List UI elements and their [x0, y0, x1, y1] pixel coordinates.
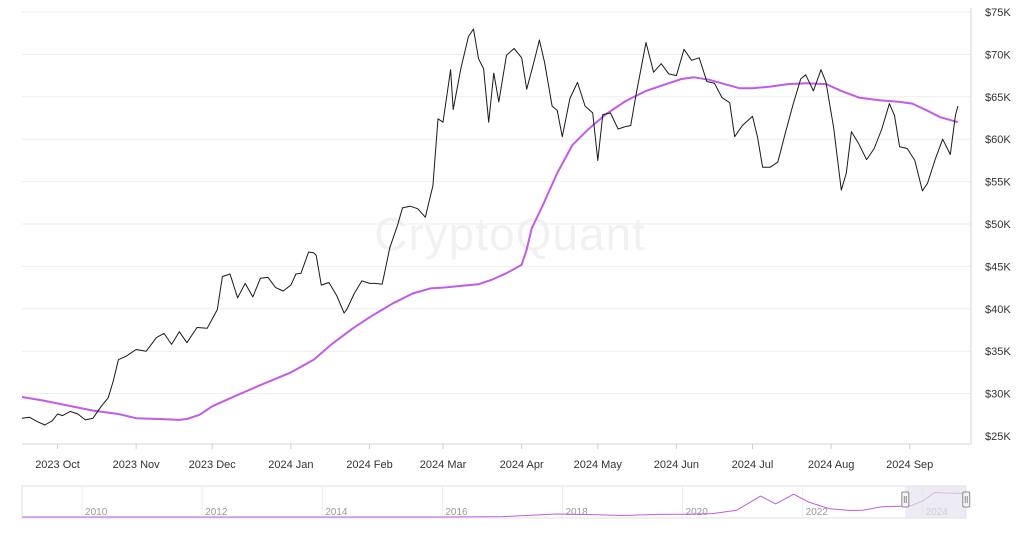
navigator-year-label: 2012 [205, 507, 228, 518]
x-tick-label: 2024 Aug [808, 459, 855, 471]
y-tick-label: $25K [985, 431, 1011, 443]
y-tick-label: $40K [985, 304, 1011, 316]
navigator-handle-right[interactable] [962, 491, 971, 508]
navigator-year-label: 2020 [686, 507, 709, 518]
x-tick-label: 2024 Jul [732, 459, 774, 471]
x-tick-label: 2024 May [574, 459, 623, 471]
y-tick-label: $35K [985, 346, 1011, 358]
navigator-year-label: 2010 [85, 507, 108, 518]
plot-area[interactable] [21, 28, 959, 426]
x-tick-label: 2024 Mar [420, 459, 467, 471]
x-tick-label: 2024 Sep [886, 459, 933, 471]
y-tick-label: $55K [985, 177, 1011, 189]
y-axis: $25K $30K $35K $40K $45K $50K $55K $60K $65K $70K… [985, 7, 1011, 443]
indicator-series-line [21, 76, 959, 421]
x-tick-label: 2024 Jan [268, 459, 313, 471]
navigator-selected-range[interactable] [905, 486, 967, 518]
navigator-year-label: 2014 [325, 507, 348, 518]
range-navigator[interactable]: 20102012201420162018202020222024 [21, 485, 971, 519]
y-tick-label: $75K [985, 7, 1011, 19]
price-series-line [21, 28, 959, 426]
x-tick-label: 2024 Feb [346, 459, 392, 471]
navigator-year-label: 2018 [565, 507, 588, 518]
x-tick-label: 2024 Apr [500, 459, 544, 471]
x-tick-label: 2024 Jun [654, 459, 699, 471]
y-tick-label: $45K [985, 261, 1011, 273]
x-tick-label: 2023 Dec [189, 459, 237, 471]
y-tick-label: $30K [985, 389, 1011, 401]
y-tick-label: $70K [985, 49, 1011, 61]
y-tick-label: $50K [985, 219, 1011, 231]
y-tick-label: $60K [985, 134, 1011, 146]
watermark-text: CryptoQuant [374, 208, 646, 260]
navigator-year-label: 2022 [806, 507, 829, 518]
grid-lines [22, 11, 971, 395]
navigator-year-label: 2016 [445, 507, 468, 518]
y-tick-label: $65K [985, 92, 1011, 104]
x-tick-label: 2023 Oct [35, 459, 80, 471]
x-axis: 2023 Oct 2023 Nov 2023 Dec 2024 Jan 2024 Feb… [35, 444, 933, 471]
navigator-handle-left[interactable] [901, 491, 910, 508]
x-tick-label: 2023 Nov [113, 459, 161, 471]
